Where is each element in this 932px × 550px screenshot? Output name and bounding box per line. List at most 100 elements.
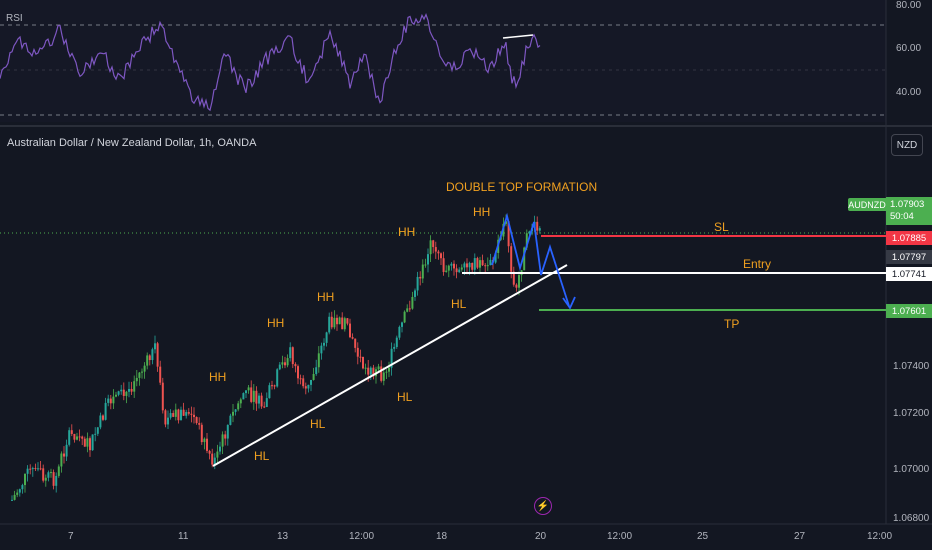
hl-label: HL: [310, 417, 326, 431]
candle-body: [34, 468, 37, 470]
candle-body: [195, 417, 198, 424]
candle-body: [99, 415, 102, 428]
candle-body: [424, 264, 427, 266]
candle-body: [525, 233, 528, 248]
candle-body: [265, 398, 268, 407]
candle-body: [333, 317, 336, 328]
hl-label: HL: [397, 390, 413, 404]
candle-body: [268, 385, 271, 399]
candle-body: [403, 311, 406, 323]
candle-body: [234, 409, 237, 412]
trendline[interactable]: [212, 264, 568, 467]
candle-body: [39, 468, 42, 470]
lightning-icon[interactable]: ⚡: [534, 497, 552, 515]
candle-body: [70, 430, 73, 434]
candle-body: [458, 269, 461, 273]
candle-body: [419, 276, 422, 279]
candle-body: [148, 355, 151, 361]
candle-body: [232, 411, 234, 416]
candle-body: [213, 457, 216, 465]
candle-body: [247, 387, 250, 391]
candle-body: [200, 424, 203, 443]
candle-body: [151, 349, 154, 361]
candle-body: [133, 381, 136, 392]
candle-body: [55, 475, 58, 486]
candle-body: [86, 438, 89, 447]
candle-body: [125, 391, 128, 396]
candle-body: [143, 365, 146, 372]
candle-body: [273, 385, 276, 387]
candle-body: [138, 372, 141, 378]
candle-body: [367, 367, 370, 375]
candle-body: [505, 221, 507, 224]
candle-body: [395, 337, 398, 347]
candle-body: [377, 366, 380, 370]
candle-body: [239, 399, 242, 404]
candle-body: [336, 317, 338, 325]
candle-body: [130, 388, 133, 392]
projection-path[interactable]: [491, 212, 570, 307]
time-tick: 12:00: [867, 531, 892, 542]
candle-body: [89, 438, 91, 451]
candle-body: [356, 347, 359, 357]
candle-body: [11, 499, 13, 501]
candle-body: [512, 271, 515, 285]
candle-body: [229, 415, 232, 425]
rsi-divergence-line[interactable]: [502, 34, 534, 39]
last-price-value: 1.07903: [890, 199, 925, 210]
candle-body: [128, 388, 130, 392]
candle-body: [291, 347, 294, 365]
candle-body: [369, 367, 372, 375]
candle-body: [83, 438, 86, 447]
candle-body: [317, 353, 320, 368]
symbol-title[interactable]: Australian Dollar / New Zealand Dollar, …: [7, 137, 257, 149]
price-tick: 1.06800: [893, 513, 930, 524]
candle-body: [494, 252, 497, 263]
candle-body: [193, 414, 195, 418]
candle-body: [135, 377, 138, 382]
candle-body: [141, 371, 143, 373]
candle-body: [434, 247, 437, 252]
candle-body: [76, 436, 78, 440]
candle-body: [528, 231, 531, 234]
candle-body: [174, 409, 177, 417]
candle-body: [476, 258, 479, 268]
candle-body: [471, 262, 474, 270]
candle-body: [393, 346, 396, 349]
candle-body: [203, 438, 206, 443]
candle-body: [73, 433, 76, 440]
candle-body: [219, 446, 221, 452]
candle-body: [401, 322, 403, 327]
rsi-tick: 80.00: [896, 0, 921, 11]
candle-body: [102, 415, 104, 420]
candle-body: [16, 492, 19, 495]
candle-body: [172, 413, 175, 417]
candle-body: [115, 394, 117, 397]
double-top-title: DOUBLE TOP FORMATION: [446, 180, 597, 194]
tp-label: TP: [724, 317, 739, 331]
candle-body: [263, 406, 266, 408]
candle-body: [206, 438, 208, 451]
sl-label: SL: [714, 220, 729, 234]
candle-body: [245, 390, 247, 394]
candle-body: [146, 355, 149, 366]
price-tick: 1.07400: [893, 361, 930, 372]
candle-body: [429, 240, 432, 255]
candle-body: [364, 367, 367, 369]
candle-body: [112, 396, 115, 404]
candle-body: [37, 468, 39, 470]
candle-body: [421, 264, 424, 279]
hh-label: HH: [209, 370, 226, 384]
candle-body: [382, 372, 385, 381]
projection-arrowhead: [562, 296, 576, 310]
candle-body: [198, 423, 201, 425]
candle-body: [226, 424, 229, 439]
candle-body: [328, 316, 331, 333]
candle-body: [18, 489, 21, 493]
currency-button[interactable]: NZD: [891, 134, 923, 156]
rsi-indicator-label[interactable]: RSI: [6, 13, 23, 24]
candle-body: [416, 276, 419, 291]
candle-body: [294, 364, 297, 367]
candle-body: [538, 228, 541, 231]
